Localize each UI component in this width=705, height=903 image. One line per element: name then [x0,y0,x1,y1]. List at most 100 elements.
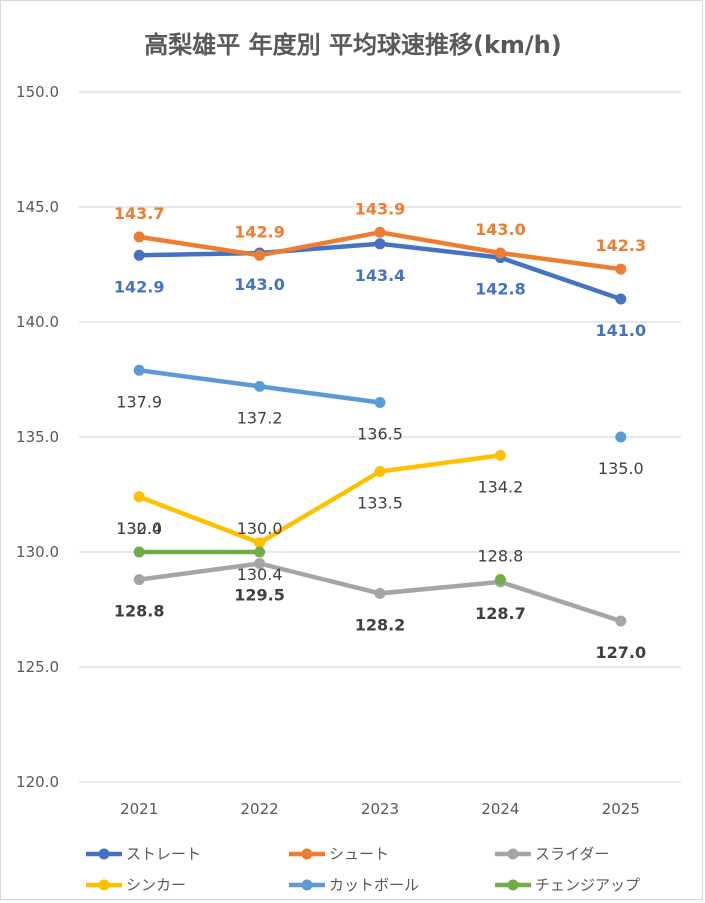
data-point [494,247,506,259]
data-point [615,431,627,443]
series-line-segment [377,453,503,474]
y-tick-label: 140.0 [16,313,59,331]
data-point [133,249,145,261]
data-labels: 142.9 143.0 143.4 142.8 141.0 143.7 142.9 143.9… [114,199,646,662]
x-tick-label: 2023 [361,800,399,818]
legend-item: スライダー [495,845,609,863]
series-line-segment [377,579,503,596]
data-point [133,231,145,243]
data-label: 137.9 [116,392,162,411]
data-label: 143.0 [475,220,526,239]
data-point [494,449,506,461]
y-tick-label: 125.0 [16,658,59,676]
series-line-segment [257,469,383,546]
data-point [374,238,386,250]
data-point [133,491,145,503]
data-label: 134.2 [477,477,523,496]
data-point [254,558,266,569]
data-label: 127.0 [595,643,646,662]
data-label: 142.9 [234,222,285,241]
series-line-segment [257,384,383,405]
y-tick-label: 145.0 [16,198,59,216]
data-label: 137.2 [237,408,283,427]
series-line-segment [498,250,624,272]
x-tick-label: 2024 [481,800,519,818]
legend-marker [98,848,110,860]
y-tick-label: 130.0 [16,543,59,561]
legend-marker [301,879,313,891]
legend-marker [507,879,519,891]
data-label: 128.7 [475,604,526,623]
data-label: 133.5 [357,494,403,513]
legend-label: カットボール [329,876,419,894]
data-point [615,615,627,627]
data-point [133,364,145,376]
legend-item: ストレート [86,845,201,863]
legend-item: カットボール [289,876,419,894]
legend-label: シンカー [126,876,186,894]
series-line-segment [498,255,624,302]
data-label: 132.4 [116,519,162,538]
series [133,226,627,627]
data-label: 130.4 [237,565,283,584]
data-point [374,397,386,408]
data-label: 143.7 [114,204,165,223]
y-tick-label: 120.0 [16,773,59,791]
series-line-segment [136,494,262,546]
y-tick-label: 135.0 [16,428,59,446]
legend-label: シュート [329,845,389,863]
data-point [494,574,506,586]
series-4 [133,364,627,443]
data-label: 143.0 [234,275,285,294]
data-point [615,293,627,305]
series-line-segment [257,230,383,258]
series-line-segment [136,561,262,582]
data-point [615,263,627,275]
series-line-segment [136,234,262,258]
legend-item: シュート [289,845,389,863]
series-line-segment [498,579,624,624]
data-point [374,587,386,599]
data-label: 128.8 [114,602,165,621]
data-label: 143.4 [355,266,406,285]
data-label: 135.0 [598,459,644,478]
x-tick-label: 2022 [241,800,279,818]
legend-item: シンカー [86,876,186,894]
data-point [374,466,386,477]
series-line-segment [377,230,503,256]
data-point [254,537,266,549]
data-label: 142.3 [595,236,646,255]
data-label: 141.0 [595,321,646,340]
axes: 120.0 125.0 130.0 135.0 140.0 145.0 150.0 2021 2… [16,83,640,818]
series-3 [133,449,506,549]
data-point [254,546,266,558]
legend-label: スライダー [535,845,609,863]
legend-marker [301,848,313,860]
series-line-segment [257,561,383,596]
legend-item: チェンジアップ [495,876,640,894]
legend-label: チェンジアップ [535,876,640,894]
series-line-segment [136,368,262,389]
data-label: 129.5 [234,586,285,605]
data-label: 142.8 [475,280,526,299]
data-point [133,574,145,586]
data-label: 136.5 [357,425,403,444]
series-5 [133,546,506,586]
data-label: 142.9 [114,277,165,296]
x-tick-label: 2025 [602,800,640,818]
data-point [374,226,386,238]
legend-marker [507,848,519,860]
y-tick-label: 150.0 [16,83,59,101]
data-point [254,249,266,261]
data-label: 130.0 [237,519,283,538]
data-point [133,546,145,558]
data-point [254,380,266,392]
data-label: 128.8 [477,547,523,566]
series-1 [133,226,627,275]
data-label: 128.2 [355,615,406,634]
series-line-segment [377,241,503,260]
chart-title: 高梨雄平 年度別 平均球速推移(km/h) [144,31,561,59]
